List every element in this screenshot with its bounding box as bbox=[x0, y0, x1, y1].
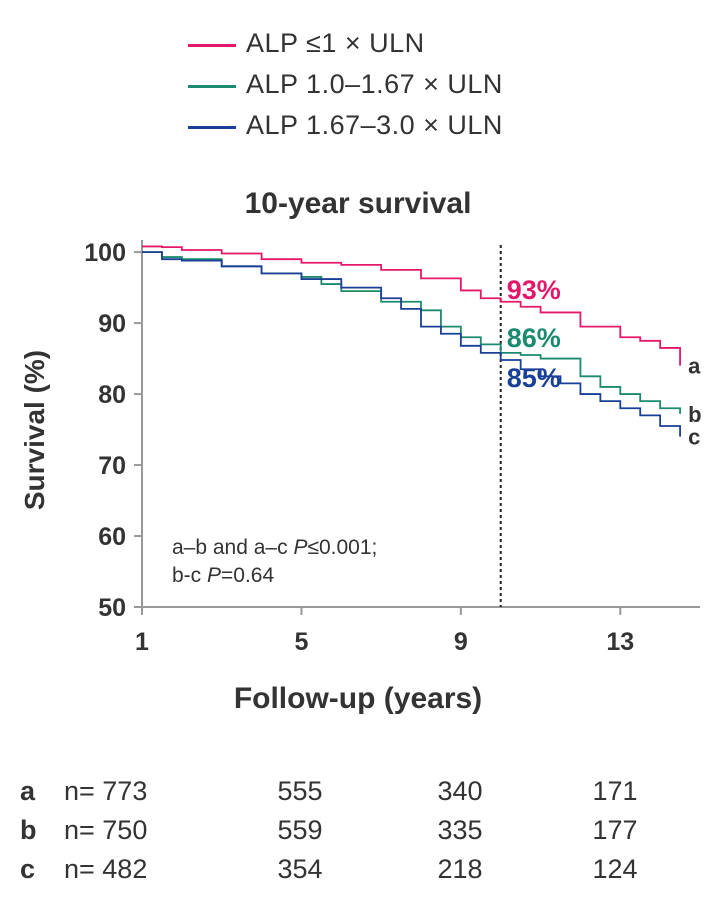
risk-row-c: c n= 482 354 218 124 bbox=[0, 850, 721, 889]
risk-row-label: b bbox=[20, 815, 37, 845]
y-tick-label: 90 bbox=[98, 310, 126, 338]
legend-swatch-a bbox=[188, 44, 236, 47]
risk-table: a n= 773 555 340 171 b n= 750 559 335 17… bbox=[0, 772, 721, 889]
risk-row-a: a n= 773 555 340 171 bbox=[0, 772, 721, 811]
p-value-annotation-line2: b-c P=0.64 bbox=[172, 564, 274, 587]
risk-value: 171 bbox=[592, 776, 638, 806]
legend-label-b: ALP 1.0–1.67 × ULN bbox=[246, 69, 503, 99]
series-end-label-c: c bbox=[688, 425, 700, 450]
risk-n-start: n= 750 bbox=[64, 815, 148, 845]
y-axis-label: Survival (%) bbox=[19, 350, 50, 510]
risk-n-start: n= 482 bbox=[64, 854, 148, 884]
value-at-10y-label-b: 86% bbox=[507, 323, 561, 353]
chart-title: 10-year survival bbox=[245, 187, 472, 220]
survival-chart: 10-year survival Survival (%) Follow-up … bbox=[19, 187, 702, 715]
series-end-label-a: a bbox=[688, 354, 701, 379]
value-at-10y-label-c: 85% bbox=[507, 363, 561, 393]
risk-row-label: a bbox=[20, 776, 36, 806]
risk-value: 124 bbox=[592, 854, 638, 884]
y-tick-label: 50 bbox=[98, 594, 126, 622]
risk-row-label: c bbox=[20, 854, 36, 884]
x-tick-label: 5 bbox=[294, 628, 308, 656]
value-at-10y-label-a: 93% bbox=[507, 275, 561, 305]
risk-value: 555 bbox=[277, 776, 323, 806]
y-tick-label: 100 bbox=[84, 239, 126, 267]
x-axis-label: Follow-up (years) bbox=[234, 682, 482, 715]
series-line-b bbox=[142, 251, 681, 414]
risk-value: 335 bbox=[437, 815, 483, 845]
risk-value: 559 bbox=[277, 815, 323, 845]
risk-n-start: n= 773 bbox=[64, 776, 148, 806]
risk-value: 340 bbox=[437, 776, 483, 806]
p-value-annotation-line1: a–b and a–c P≤0.001; bbox=[172, 536, 377, 559]
risk-value: 177 bbox=[592, 815, 638, 845]
legend-swatch-b bbox=[188, 85, 236, 88]
risk-value: 354 bbox=[277, 854, 323, 884]
series-line-a bbox=[142, 245, 681, 366]
x-tick-label: 1 bbox=[135, 628, 149, 656]
y-tick-label: 70 bbox=[98, 452, 126, 480]
series-line-c bbox=[142, 251, 681, 437]
risk-value: 218 bbox=[437, 854, 483, 884]
x-tick-label: 9 bbox=[454, 628, 468, 656]
y-tick-label: 60 bbox=[98, 523, 126, 551]
series-end-label-b: b bbox=[688, 402, 701, 427]
legend-label-a: ALP ≤1 × ULN bbox=[246, 28, 425, 58]
risk-row-b: b n= 750 559 335 177 bbox=[0, 811, 721, 850]
legend-swatch-c bbox=[188, 126, 236, 129]
legend-label-c: ALP 1.67–3.0 × ULN bbox=[246, 110, 503, 140]
y-tick-label: 80 bbox=[98, 381, 126, 409]
x-tick-label: 13 bbox=[606, 628, 634, 656]
